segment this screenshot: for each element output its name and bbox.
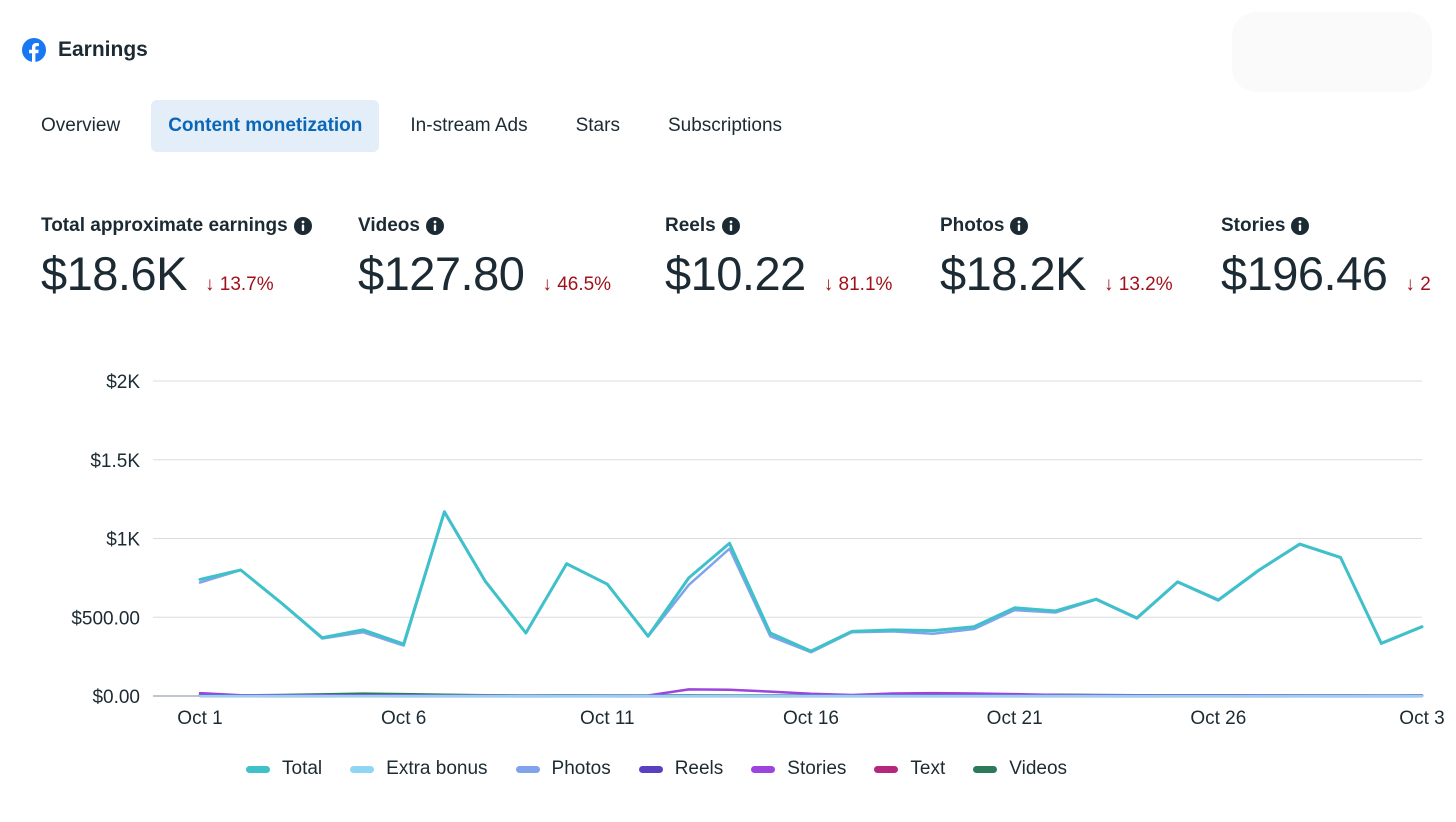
metric-change-value: 2: [1420, 274, 1431, 295]
metric-videos: Videos $127.80 ↓ 46.5%: [358, 212, 611, 301]
metric-reels: Reels $10.22 ↓ 81.1%: [665, 212, 892, 301]
metric-change: ↓ 2: [1405, 274, 1430, 296]
legend-item-videos[interactable]: Videos: [973, 758, 1067, 780]
info-icon[interactable]: [293, 217, 312, 235]
metric-stories: Stories $196.46 ↓ 2: [1221, 212, 1431, 301]
metric-change: ↓ 13.7%: [205, 274, 274, 296]
legend-swatch: [350, 765, 375, 773]
metric-value: $196.46: [1221, 247, 1388, 300]
tab-bar: Overview Content monetization In-stream …: [24, 100, 813, 152]
metric-change: ↓ 81.1%: [824, 274, 893, 296]
y-tick-label: $0.00: [92, 687, 140, 708]
header-placeholder: [1232, 12, 1432, 92]
x-tick-label: Oct 21: [987, 708, 1043, 729]
metric-value: $18.6K: [41, 247, 187, 300]
tab-stars[interactable]: Stars: [575, 115, 620, 136]
legend-swatch: [874, 765, 899, 773]
info-icon[interactable]: [1291, 217, 1310, 235]
metric-label: Videos: [358, 215, 420, 236]
series-line-total: [198, 510, 1424, 653]
arrow-down-icon: ↓: [1103, 274, 1119, 295]
legend-label: Reels: [674, 758, 724, 779]
arrow-down-icon: ↓: [823, 274, 839, 295]
x-tick-label: Oct 26: [1190, 708, 1246, 729]
tab-overview[interactable]: Overview: [41, 115, 121, 136]
metric-value: $10.22: [665, 247, 806, 300]
legend-label: Videos: [1009, 758, 1068, 779]
page-header: Earnings: [22, 38, 148, 62]
series-line-photos: [198, 511, 1424, 654]
legend-swatch: [515, 765, 540, 773]
legend-swatch: [751, 765, 776, 773]
metric-label: Total approximate earnings: [41, 215, 288, 236]
x-tick-label: Oct 16: [783, 708, 839, 729]
metric-label: Reels: [665, 215, 716, 236]
y-tick-label: $2K: [106, 372, 140, 393]
metric-change-value: 13.2%: [1118, 274, 1173, 295]
legend-swatch: [973, 765, 998, 773]
tab-subscriptions[interactable]: Subscriptions: [667, 115, 783, 136]
metric-label: Stories: [1221, 215, 1286, 236]
legend-item-text[interactable]: Text: [874, 758, 945, 780]
metric-change: ↓ 46.5%: [542, 274, 611, 296]
chart-legend: Total Extra bonus Photos Reels Stories Text Vi…: [246, 758, 1095, 780]
arrow-down-icon: ↓: [204, 274, 220, 295]
legend-swatch: [246, 765, 270, 773]
y-tick-label: $1K: [106, 530, 140, 551]
metric-photos: Photos $18.2K ↓ 13.2%: [940, 212, 1173, 301]
facebook-logo-icon: [22, 38, 46, 62]
metric-value: $18.2K: [940, 247, 1086, 300]
legend-label: Extra bonus: [386, 758, 488, 779]
metric-total-earnings: Total approximate earnings $18.6K ↓ 13.7…: [41, 212, 312, 301]
y-tick-label: $1.5K: [90, 451, 140, 472]
legend-item-reels[interactable]: Reels: [638, 758, 724, 780]
x-tick-label: Oct 1: [177, 708, 222, 729]
legend-item-total[interactable]: Total: [246, 758, 322, 780]
metric-change-value: 46.5%: [557, 274, 612, 295]
legend-label: Total: [282, 758, 323, 779]
legend-item-stories[interactable]: Stories: [751, 758, 846, 780]
metric-label: Photos: [940, 215, 1005, 236]
info-icon[interactable]: [1010, 217, 1029, 235]
tab-in-stream-ads[interactable]: In-stream Ads: [410, 115, 528, 136]
y-tick-label: $500.00: [71, 608, 140, 629]
metric-change-value: 13.7%: [219, 274, 274, 295]
legend-label: Stories: [787, 758, 847, 779]
metric-value: $127.80: [358, 247, 525, 300]
legend-item-photos[interactable]: Photos: [515, 758, 611, 780]
x-tick-label: Oct 3: [1399, 708, 1444, 729]
legend-item-extra-bonus[interactable]: Extra bonus: [350, 758, 488, 780]
arrow-down-icon: ↓: [542, 274, 558, 295]
metric-change: ↓ 13.2%: [1104, 274, 1173, 296]
x-tick-label: Oct 11: [580, 708, 635, 729]
x-tick-label: Oct 6: [381, 708, 426, 729]
legend-label: Text: [910, 758, 946, 779]
info-icon[interactable]: [721, 217, 740, 235]
legend-swatch: [638, 765, 663, 773]
metric-change-value: 81.1%: [838, 274, 893, 295]
legend-label: Photos: [551, 758, 611, 779]
info-icon[interactable]: [425, 217, 444, 235]
tab-content-monetization[interactable]: Content monetization: [151, 100, 380, 152]
page-title: Earnings: [58, 38, 148, 61]
arrow-down-icon: ↓: [1405, 274, 1421, 295]
